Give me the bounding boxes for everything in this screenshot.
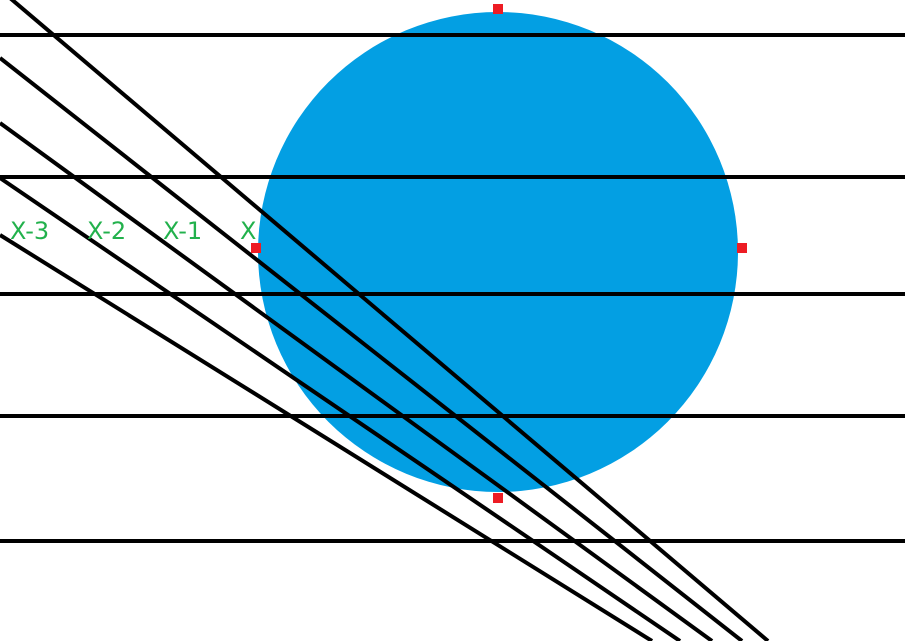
labels: X-3 X-2 X-1 X (10, 217, 256, 245)
diagonal-line-3 (0, 121, 714, 641)
handle-top[interactable] (493, 4, 503, 14)
resize-handles (251, 4, 747, 503)
blue-circle (258, 12, 738, 492)
diagonal-line-1 (9, 0, 770, 641)
label-x-minus-2: X-2 (87, 217, 126, 245)
label-x: X (240, 217, 256, 245)
handle-right[interactable] (737, 243, 747, 253)
diagonal-line-2 (0, 56, 744, 641)
diagonal-line-5 (0, 233, 654, 641)
diagonal-line-4 (0, 176, 682, 641)
handle-bottom[interactable] (493, 493, 503, 503)
handle-left[interactable] (251, 243, 261, 253)
label-x-minus-1: X-1 (163, 217, 202, 245)
label-x-minus-3: X-3 (10, 217, 49, 245)
diagonal-lines (0, 0, 770, 641)
